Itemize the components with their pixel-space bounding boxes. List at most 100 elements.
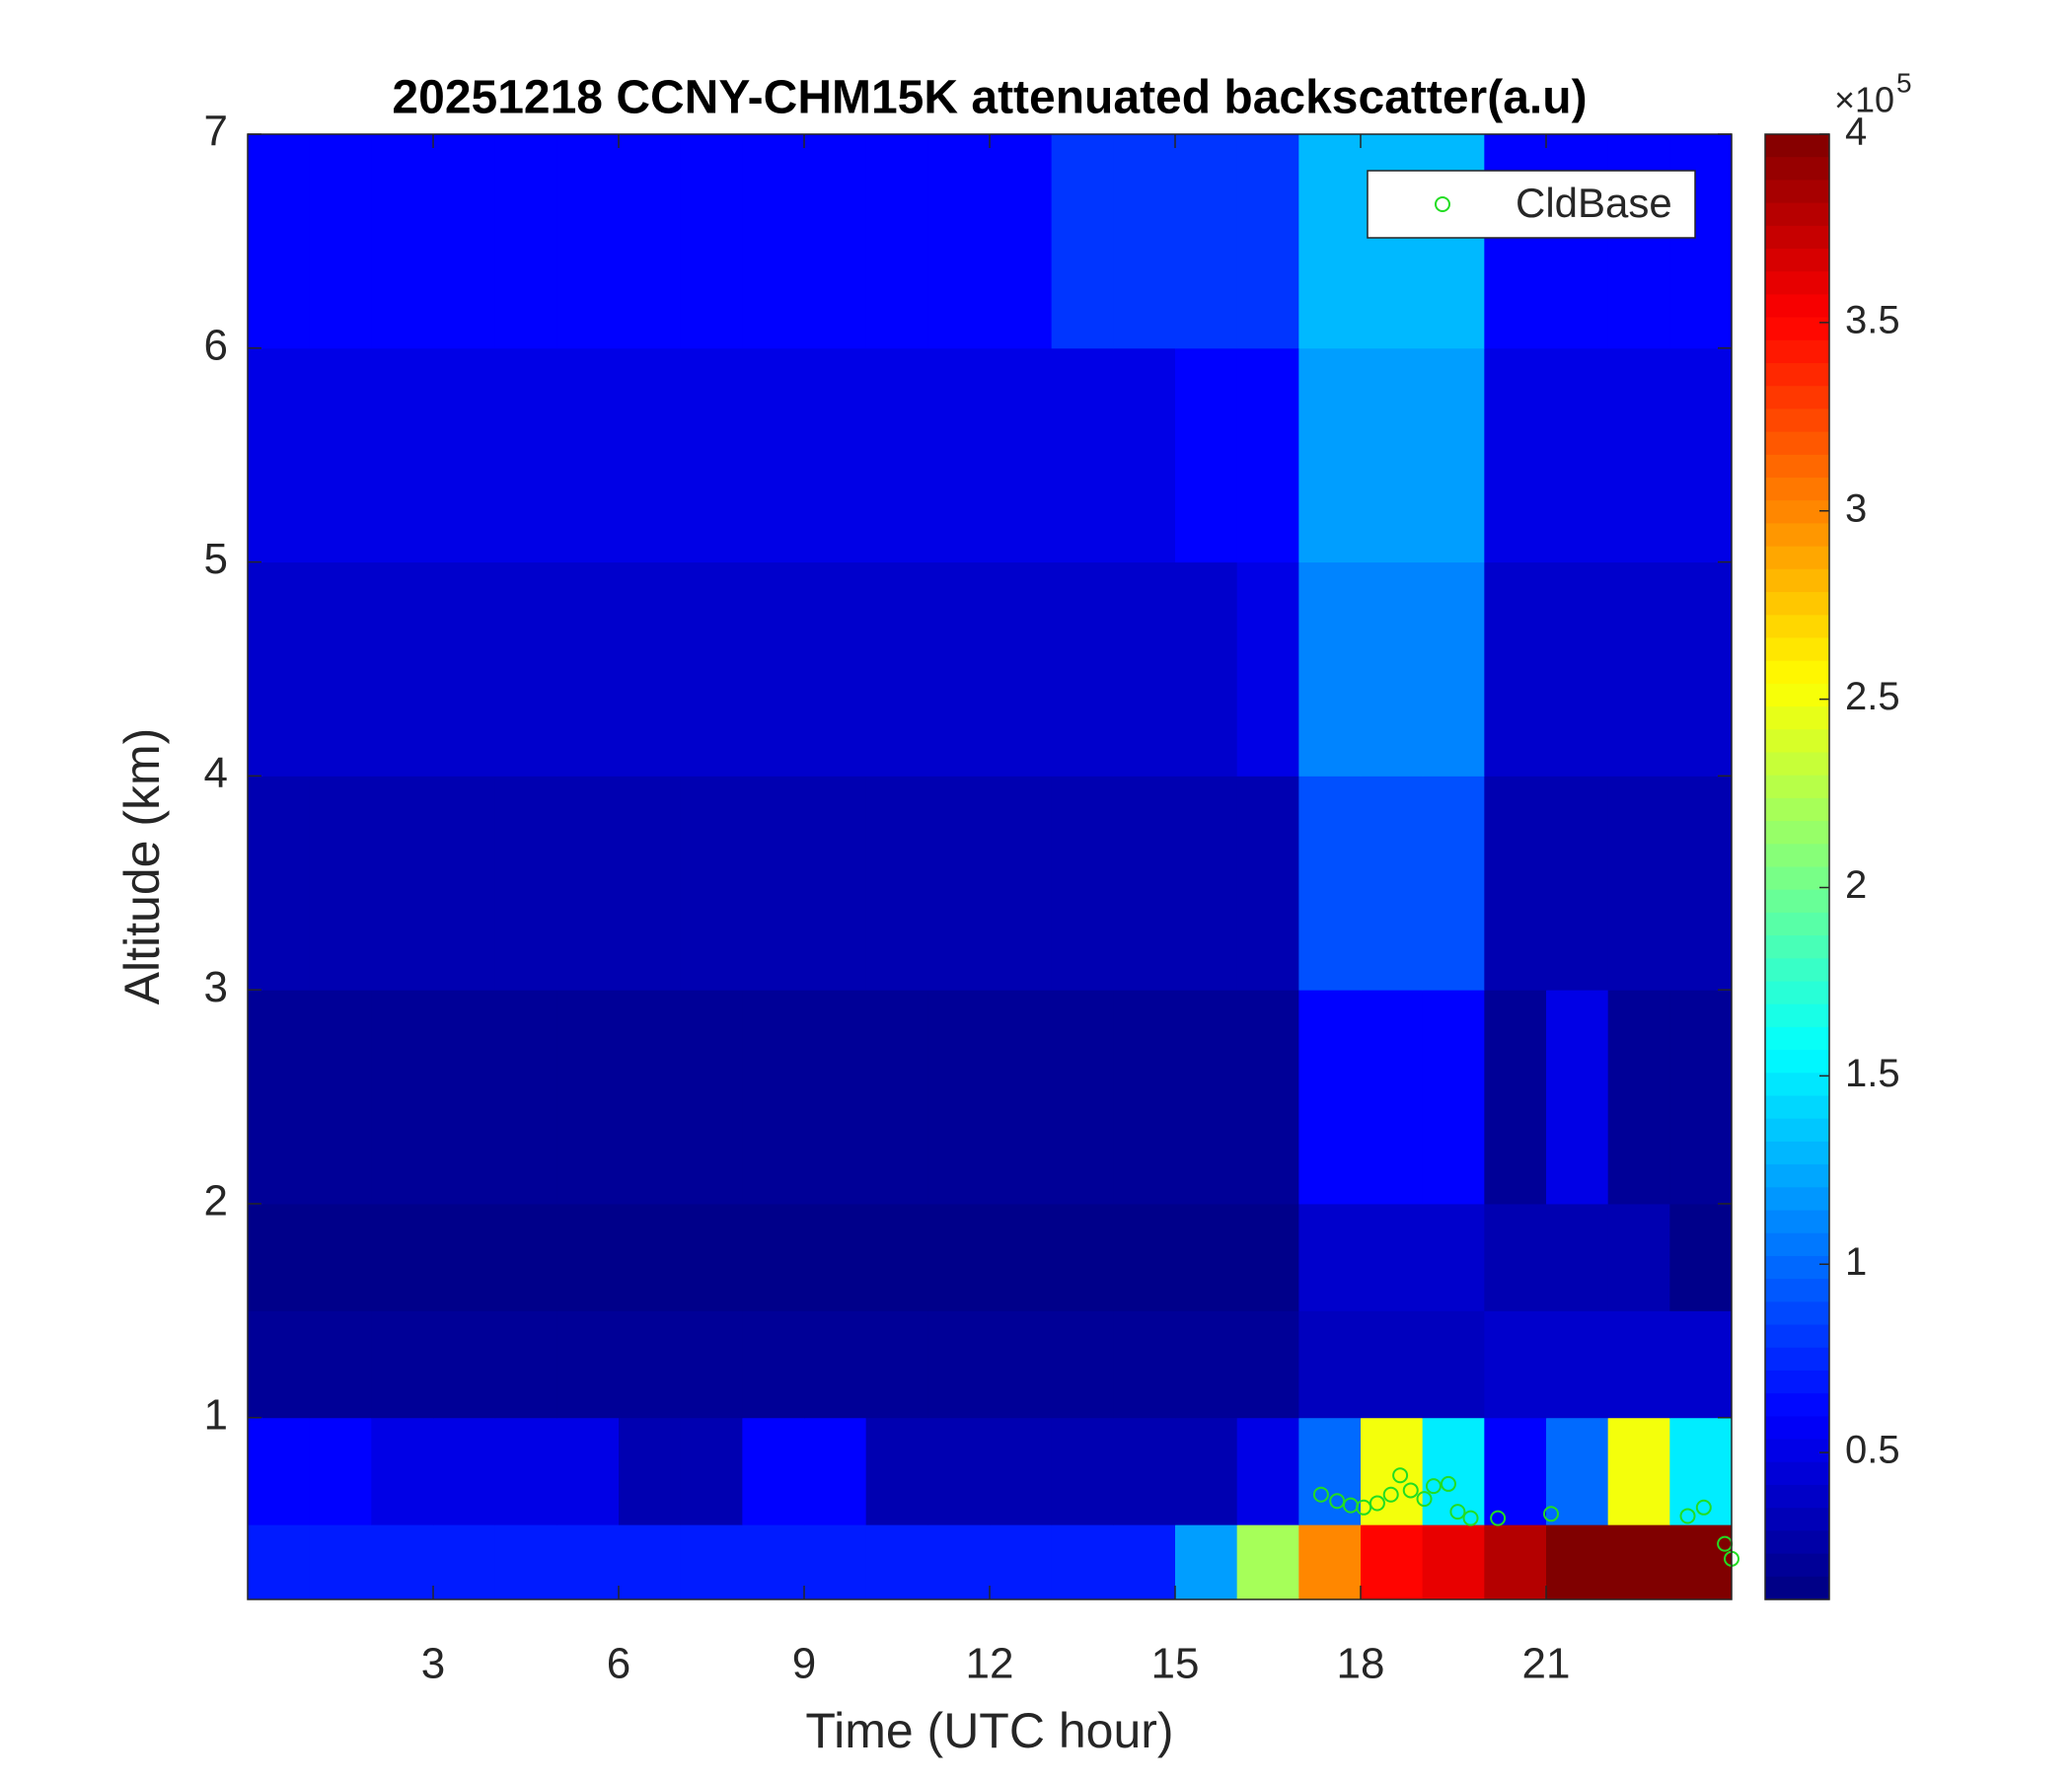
colorbar-segment (1765, 1461, 1829, 1486)
heatmap-cell (371, 1203, 434, 1311)
heatmap-cell (494, 776, 557, 991)
heatmap-cell (1298, 561, 1362, 777)
heatmap-cell (1422, 134, 1485, 349)
colorbar-segment (1765, 1347, 1829, 1372)
heatmap-cell (1236, 134, 1299, 349)
heatmap-cell (433, 134, 496, 349)
legend-marker (1435, 196, 1450, 212)
heatmap-cell (556, 1417, 620, 1525)
heatmap-cell (309, 1524, 372, 1600)
heatmap-cell (433, 1524, 496, 1600)
heatmap-cell (804, 134, 867, 349)
heatmap-cell (1422, 990, 1485, 1205)
heatmap-cell (1607, 1310, 1670, 1419)
colorbar-segment (1765, 935, 1829, 959)
colorbar-box (1764, 133, 1830, 1600)
colorbar-segment (1765, 775, 1829, 799)
heatmap-cell (1669, 347, 1733, 563)
heatmap-cell (371, 1524, 434, 1600)
colorbar-segment (1765, 1050, 1829, 1074)
heatmap-cell (804, 347, 867, 563)
colorbar-segment (1765, 454, 1829, 479)
heatmap-cell (680, 990, 743, 1205)
heatmap-cell (1669, 561, 1733, 777)
cloud-base-point (1462, 1510, 1479, 1526)
heatmap-cell (742, 134, 805, 349)
heatmap-cell (1361, 1310, 1424, 1419)
heatmap-cell (309, 134, 372, 349)
heatmap-cell (371, 134, 434, 349)
heatmap-cell (990, 1203, 1053, 1311)
cloud-base-point (1449, 1504, 1466, 1521)
heatmap-cell (680, 561, 743, 777)
heatmap-cell (927, 776, 991, 991)
heatmap-cell (1484, 134, 1547, 349)
heatmap-cell (865, 1310, 928, 1419)
heatmap-cell (619, 776, 682, 991)
heatmap-cell (742, 1310, 805, 1419)
heatmap-cell (556, 347, 620, 563)
heatmap-cell (927, 347, 991, 563)
heatmap-cell (865, 1417, 928, 1525)
cloud-base-point (1369, 1495, 1385, 1512)
colorbar-segment (1765, 797, 1829, 822)
heatmap-cell (1298, 1524, 1362, 1600)
y-axis-label: Altitude (km) (114, 728, 170, 1005)
cloud-base-point (1679, 1508, 1696, 1524)
colorbar-segment (1765, 683, 1829, 707)
heatmap-cell (865, 347, 928, 563)
heatmap-cell (371, 561, 434, 777)
y-tick-label: 3 (204, 963, 228, 1011)
heatmap-cell (433, 561, 496, 777)
colorbar-segment (1765, 202, 1829, 227)
colorbar-segment (1765, 889, 1829, 914)
heatmap-cell (1607, 561, 1670, 777)
heatmap-cell (556, 134, 620, 349)
heatmap-cell (1051, 1524, 1114, 1600)
x-tick-label: 12 (966, 1640, 1014, 1688)
heatmap-cell (1669, 1310, 1733, 1419)
heatmap-cell (804, 1524, 867, 1600)
heatmap-cell (433, 1310, 496, 1419)
colorbar-segment (1765, 523, 1829, 548)
cloud-base-point (1392, 1467, 1409, 1484)
heatmap-cell (619, 1310, 682, 1419)
heatmap-cell (680, 1417, 743, 1525)
cloud-base-point (1543, 1506, 1560, 1522)
heatmap-cell (804, 776, 867, 991)
heatmap-cell (619, 1417, 682, 1525)
heatmap-cell (1607, 1524, 1670, 1600)
heatmap-cell (1607, 990, 1670, 1205)
heatmap-cell (680, 1203, 743, 1311)
heatmap-cell (1298, 1417, 1362, 1525)
heatmap-cell (1546, 347, 1609, 563)
colorbar-tick-label: 4 (1845, 111, 1867, 154)
heatmap-cell (556, 1310, 620, 1419)
heatmap-cell (494, 1524, 557, 1600)
heatmap-cell (1669, 1524, 1733, 1600)
heatmap-cell (309, 1417, 372, 1525)
colorbar-segment (1765, 866, 1829, 891)
heatmap-cell (309, 1310, 372, 1419)
heatmap-cell (1175, 561, 1238, 777)
heatmap-cell (1546, 1203, 1609, 1311)
cloud-base-point (1490, 1510, 1507, 1526)
y-tick-label: 6 (204, 321, 228, 369)
heatmap-cell (619, 347, 682, 563)
colorbar-segment (1765, 249, 1829, 272)
x-tick-label: 3 (421, 1640, 445, 1688)
heatmap-cell (1236, 776, 1299, 991)
heatmap-cell (1175, 1524, 1238, 1600)
colorbar-segment (1765, 1279, 1829, 1302)
heatmap-cell (1361, 990, 1424, 1205)
heatmap-cell (433, 776, 496, 991)
heatmap-cell (1484, 1524, 1547, 1600)
colorbar-segment (1765, 592, 1829, 616)
colorbar-segment (1765, 363, 1829, 387)
heatmap-cell (990, 347, 1053, 563)
heatmap-cell (1236, 1310, 1299, 1419)
heatmap-cell (1422, 347, 1485, 563)
heatmap-cell (742, 1203, 805, 1311)
heatmap-cell (1669, 990, 1733, 1205)
heatmap-cell (1422, 776, 1485, 991)
